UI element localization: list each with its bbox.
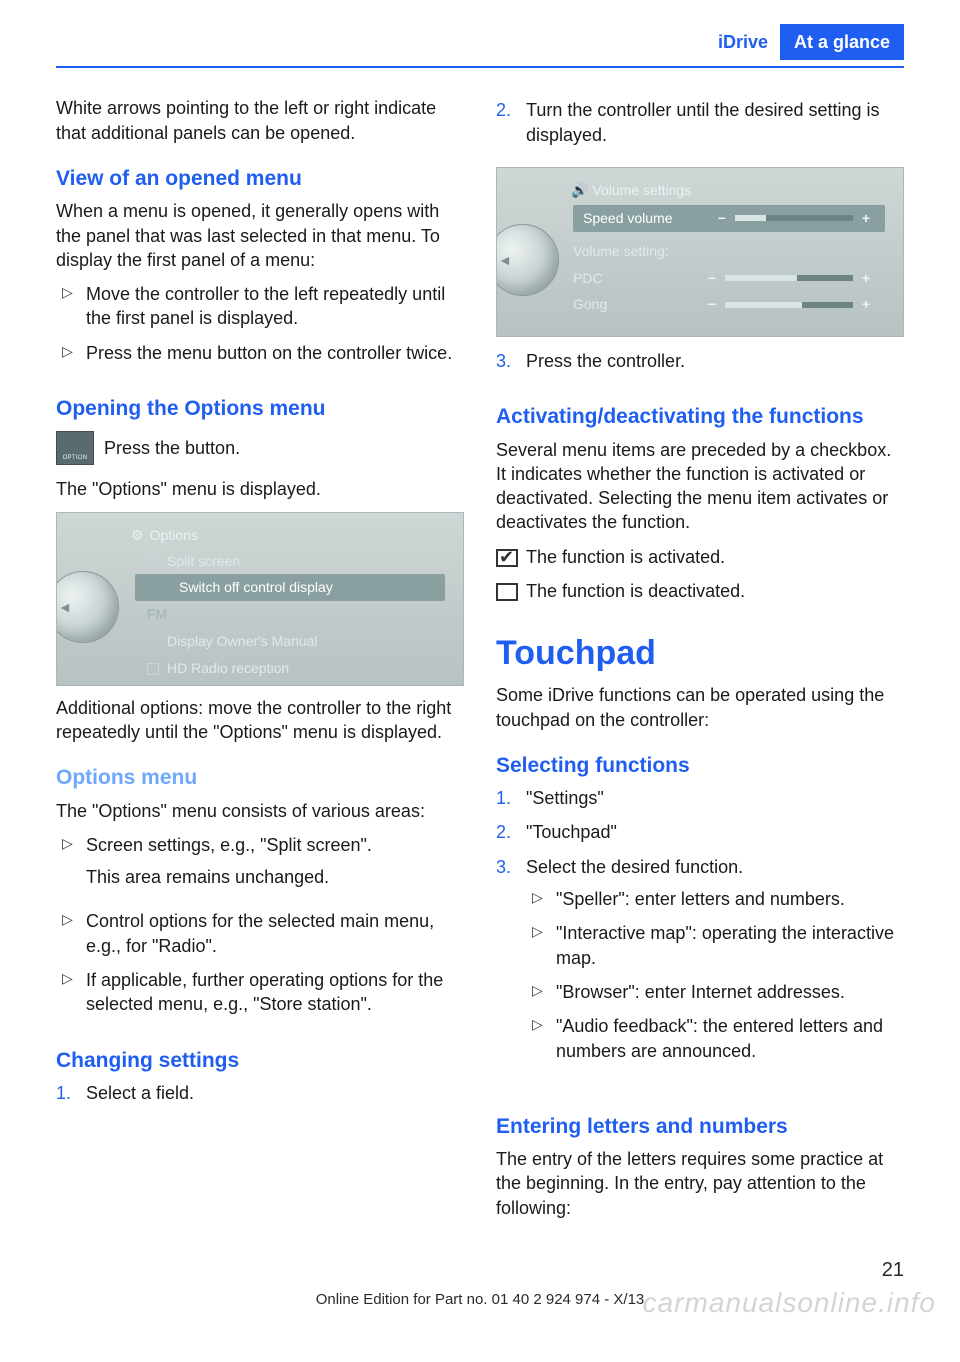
touchpad-paragraph: Some iDrive functions can be operated us… — [496, 683, 904, 732]
open-press-text: Press the button. — [104, 436, 240, 460]
page-header: iDrive At a glance — [56, 24, 904, 60]
view-bullet-2: Press the menu button on the controller … — [56, 341, 464, 375]
activated-row: The function is activated. — [496, 545, 904, 569]
opt-bullet-1: Screen settings, e.g., "Split screen". T… — [56, 833, 464, 910]
fig1-row-hd-radio: HD Radio reception — [123, 655, 445, 682]
chg-step-1: 1.Select a field. — [56, 1081, 464, 1115]
sel-sub-speller: "Speller": enter letters and numbers. — [526, 887, 904, 921]
left-column: White arrows pointing to the left or rig… — [56, 92, 464, 1230]
idrive-knob-icon — [496, 224, 559, 296]
heading-touchpad: Touchpad — [496, 631, 904, 677]
heading-view-opened-menu: View of an opened menu — [56, 165, 464, 193]
header-rule — [56, 66, 904, 68]
options-menu-paragraph: The "Options" menu consists of various a… — [56, 799, 464, 823]
option-button-icon — [56, 431, 94, 465]
opt-bullet-2: Control options for the selected main me… — [56, 909, 464, 968]
idrive-knob-icon — [56, 571, 119, 643]
fig2-volume-label: Volume setting: — [563, 238, 885, 265]
figure-options-menu: ⚙Options Split screen Switch off control… — [56, 512, 464, 686]
deactivated-row: The function is deactivated. — [496, 579, 904, 603]
figure-volume-settings: 🔊 Volume settings Speed volume −+ Volume… — [496, 167, 904, 337]
sel-sub-map: "Interactive map": operating the interac… — [526, 921, 904, 980]
chg-step-3: 3.Press the controller. — [496, 349, 904, 383]
view-bullet-1: Move the controller to the left repeated… — [56, 282, 464, 341]
heading-options-menu: Options menu — [56, 764, 464, 792]
chapter-label: At a glance — [780, 24, 904, 60]
fig2-gong-fill — [725, 302, 802, 308]
fig1-row-switch-off: Switch off control display — [135, 574, 445, 601]
heading-entering-letters: Entering letters and numbers — [496, 1113, 904, 1141]
section-label: iDrive — [718, 30, 768, 54]
sel-step-1: 1."Settings" — [496, 786, 904, 820]
sel-sub-audio: "Audio feedback": the entered letters an… — [526, 1014, 904, 1073]
intro-text: White arrows pointing to the left or rig… — [56, 96, 464, 145]
fig1-row-fm: FM — [123, 601, 445, 628]
checked-icon — [496, 549, 518, 567]
unchecked-icon — [496, 583, 518, 601]
page-number: 21 — [882, 1257, 904, 1284]
fig2-highlight-row: Speed volume −+ — [573, 205, 885, 232]
heading-selecting-functions: Selecting functions — [496, 752, 904, 780]
open-displayed-text: The "Options" menu is displayed. — [56, 477, 464, 501]
entering-paragraph: The entry of the letters requires some p… — [496, 1147, 904, 1220]
fig1-header: ⚙Options — [123, 523, 445, 548]
fig2-speed-fill — [735, 215, 766, 221]
view-paragraph: When a menu is opened, it generally open… — [56, 199, 464, 272]
opt-bullet-3: If applicable, further operating options… — [56, 968, 464, 1027]
fig2-header: 🔊 Volume settings — [563, 178, 885, 203]
fig2-row-pdc: PDC −+ — [563, 265, 885, 292]
sel-step-2: 2."Touchpad" — [496, 820, 904, 854]
right-column: 2.Turn the controller until the desired … — [496, 92, 904, 1230]
opt-bullet-1-sub: This area remains unchanged. — [86, 865, 464, 889]
fig1-row-rds: RDS — [123, 682, 445, 686]
chg-step-2: 2.Turn the controller until the desired … — [496, 98, 904, 157]
fig2-row-gong: Gong −+ — [563, 291, 885, 318]
activating-paragraph: Several menu items are preceded by a che… — [496, 438, 904, 535]
fig1-row-owners-manual: Display Owner's Manual — [123, 628, 445, 655]
heading-activating: Activating/deactivating the functions — [496, 403, 904, 431]
heading-changing-settings: Changing settings — [56, 1047, 464, 1075]
sel-step-3: 3.Select the desired function. "Speller"… — [496, 855, 904, 1093]
heading-opening-options: Opening the Options menu — [56, 395, 464, 423]
fig1-row-split-screen: Split screen — [123, 548, 445, 575]
open-additional-text: Additional options: move the controller … — [56, 696, 464, 745]
sel-sub-browser: "Browser": enter Internet addresses. — [526, 980, 904, 1014]
footer-edition-line: Online Edition for Part no. 01 40 2 924 … — [0, 1290, 960, 1310]
fig2-pdc-fill — [725, 275, 797, 281]
